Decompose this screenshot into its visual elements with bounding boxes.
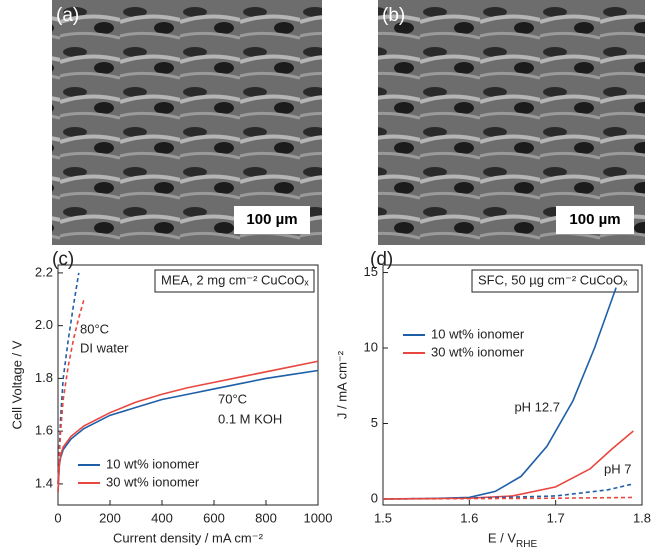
annotation: pH 7: [604, 461, 631, 476]
scale-bar-label: 100 µm: [569, 211, 620, 228]
y-tick-label: 2.0: [35, 317, 53, 332]
x-tick-label: 1000: [304, 510, 333, 525]
series-line: [382, 287, 617, 500]
y-tick-label: 15: [364, 264, 378, 279]
sem-image-b: (b) 100 µm: [378, 0, 645, 245]
panel-label: (a): [56, 5, 79, 26]
legend-label: 10 wt% ionomer: [431, 326, 525, 341]
title-box: [471, 269, 639, 293]
scale-bar-label: 100 µm: [246, 211, 297, 228]
panel-label: (b): [382, 5, 405, 26]
y-tick-label: 10: [364, 339, 378, 354]
legend-label: 10 wt% ionomer: [106, 456, 200, 471]
x-axis-label: E / VRHE: [488, 530, 538, 550]
title-box: [154, 269, 315, 293]
x-tick-label: 1.7: [547, 510, 565, 525]
y-axis-label: J / mA cm⁻²: [334, 350, 349, 419]
legend-label: 30 wt% ionomer: [431, 344, 525, 359]
annotation: DI water: [80, 340, 129, 355]
x-tick-label: 1.6: [460, 510, 478, 525]
x-tick-label: 1.5: [374, 510, 392, 525]
series-line: [382, 430, 634, 500]
y-tick-label: 0: [371, 490, 378, 505]
y-tick-label: 1.4: [35, 475, 53, 490]
series-line: [57, 299, 85, 484]
y-axis-label: Cell Voltage / V: [9, 340, 24, 429]
series-line: [57, 272, 80, 484]
x-tick-label: 200: [99, 510, 121, 525]
legend-label: 30 wt% ionomer: [106, 474, 200, 489]
y-tick-label: 2.2: [35, 264, 53, 279]
plot-frame: [57, 264, 319, 506]
y-tick-label: 1.8: [35, 370, 53, 385]
y-tick-label: 1.6: [35, 423, 53, 438]
annotation: pH 12.7: [514, 399, 560, 414]
x-tick-label: 1.8: [633, 510, 651, 525]
chart-title: SFC, 50 µg cm⁻² CuCoOₓ: [478, 272, 628, 287]
x-axis-label: Current density / mA cm⁻²: [113, 530, 264, 545]
series-line: [382, 496, 634, 500]
x-tick-label: 400: [151, 510, 173, 525]
x-tick-label: 800: [255, 510, 277, 525]
annotation: 70°C: [218, 391, 247, 406]
series-line: [57, 369, 319, 492]
annotation: 80°C: [80, 321, 109, 336]
chart-title: MEA, 2 mg cm⁻² CuCoOₓ: [161, 272, 309, 287]
annotation: 0.1 M KOH: [218, 411, 282, 426]
panel-label: (c): [52, 249, 74, 270]
series-line: [57, 360, 319, 492]
x-tick-label: 0: [54, 510, 61, 525]
x-axis-label-sub: RHE: [516, 539, 537, 550]
y-tick-label: 5: [371, 415, 378, 430]
plot-frame: [382, 264, 643, 506]
x-tick-label: 600: [203, 510, 225, 525]
sem-image-a: (a) 100 µm: [52, 0, 322, 245]
